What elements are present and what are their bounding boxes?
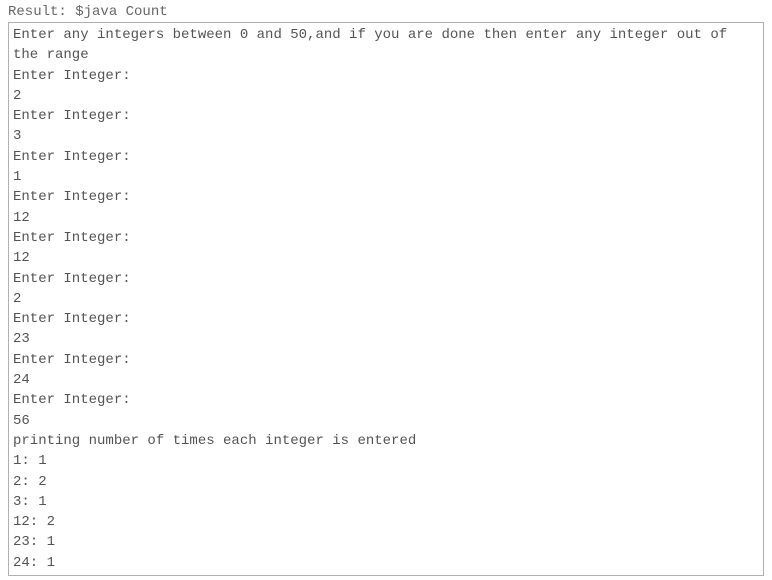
console-line: 24: 1	[13, 553, 759, 573]
console-line: Enter Integer:	[13, 390, 759, 410]
console-line: Enter Integer:	[13, 187, 759, 207]
console-line: Enter Integer:	[13, 147, 759, 167]
console-line: Enter Integer:	[13, 106, 759, 126]
console-line: 1	[13, 167, 759, 187]
console-line: 24	[13, 370, 759, 390]
console-line: 3: 1	[13, 492, 759, 512]
console-line: 12: 2	[13, 512, 759, 532]
terminal-output: Enter any integers between 0 and 50,and …	[8, 22, 764, 576]
console-line: Enter Integer:	[13, 66, 759, 86]
console-line: 3	[13, 126, 759, 146]
console-line: 2	[13, 289, 759, 309]
result-label: Result: $java Count	[8, 4, 764, 20]
console-line: printing number of times each integer is…	[13, 431, 759, 451]
console-line: Enter Integer:	[13, 228, 759, 248]
console-line: 1: 1	[13, 451, 759, 471]
console-line: 12	[13, 248, 759, 268]
console-line: Enter any integers between 0 and 50,and …	[13, 25, 759, 66]
console-line: 2	[13, 86, 759, 106]
console-line: Enter Integer:	[13, 309, 759, 329]
console-line: 2: 2	[13, 472, 759, 492]
console-line: Enter Integer:	[13, 269, 759, 289]
console-line: 12	[13, 208, 759, 228]
console-line: Enter Integer:	[13, 350, 759, 370]
console-line: 56	[13, 411, 759, 431]
console-line: 23: 1	[13, 532, 759, 552]
console-line: 23	[13, 329, 759, 349]
